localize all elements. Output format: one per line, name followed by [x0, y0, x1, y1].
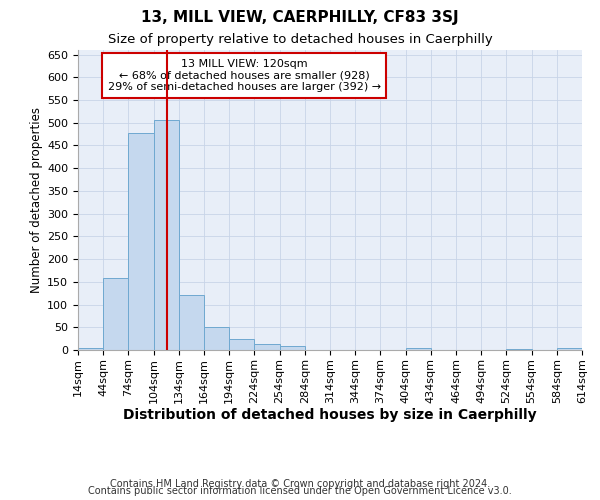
Bar: [506, 348, 532, 350]
Text: Size of property relative to detached houses in Caerphilly: Size of property relative to detached ho…: [107, 32, 493, 46]
Bar: [128, 133, 154, 350]
Text: Contains public sector information licensed under the Open Government Licence v3: Contains public sector information licen…: [88, 486, 512, 496]
Bar: [229, 338, 254, 350]
Bar: [406, 348, 431, 350]
Text: 13, MILL VIEW, CAERPHILLY, CF83 3SJ: 13, MILL VIEW, CAERPHILLY, CF83 3SJ: [141, 10, 459, 25]
Text: 13 MILL VIEW: 120sqm
← 68% of detached houses are smaller (928)
29% of semi-deta: 13 MILL VIEW: 120sqm ← 68% of detached h…: [108, 59, 381, 92]
Bar: [280, 346, 305, 350]
Y-axis label: Number of detached properties: Number of detached properties: [30, 107, 43, 293]
Bar: [557, 348, 582, 350]
Bar: [204, 328, 229, 350]
Bar: [103, 278, 128, 350]
Text: Contains HM Land Registry data © Crown copyright and database right 2024.: Contains HM Land Registry data © Crown c…: [110, 479, 490, 489]
Bar: [78, 348, 103, 350]
X-axis label: Distribution of detached houses by size in Caerphilly: Distribution of detached houses by size …: [123, 408, 537, 422]
Bar: [179, 296, 204, 350]
Bar: [254, 344, 280, 350]
Bar: [154, 120, 179, 350]
